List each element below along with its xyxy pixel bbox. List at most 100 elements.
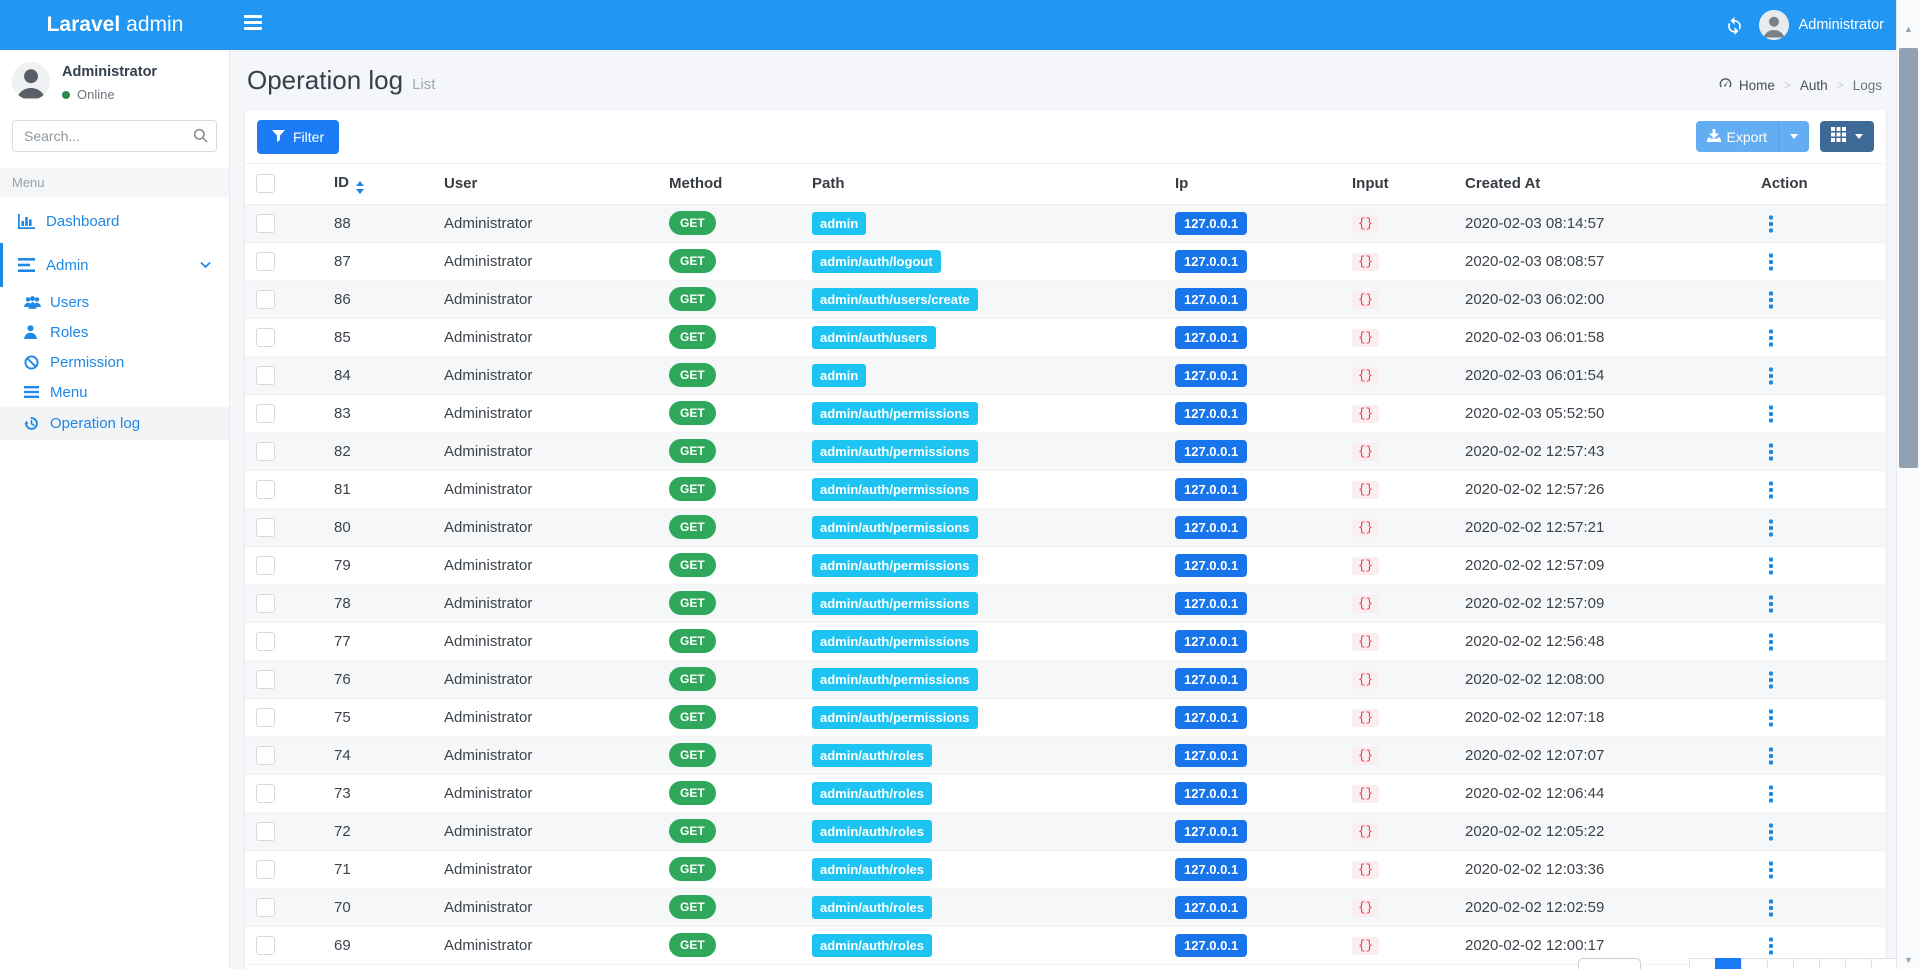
scrollbar-thumb[interactable] [1899,48,1918,468]
scrollbar-down-arrow[interactable]: ▼ [1904,955,1913,965]
pagination-page-active[interactable] [1715,958,1742,969]
row-actions-button[interactable] [1769,373,1773,378]
pagination-next[interactable] [1871,958,1898,969]
scrollbar-up-arrow[interactable]: ▲ [1904,24,1913,34]
cell-user: Administrator [436,318,661,357]
sidebar-item-permission[interactable]: Permission [0,347,229,377]
row-actions-button[interactable] [1769,487,1773,492]
page-scrollbar[interactable]: ▲ ▼ [1896,0,1920,969]
cell-user: Administrator [436,470,661,509]
row-actions-button[interactable] [1769,791,1773,796]
sidebar-item-users[interactable]: Users [0,287,229,317]
pagination-page[interactable] [1741,958,1768,969]
row-checkbox[interactable] [256,517,275,537]
breadcrumb-separator: > [1783,78,1791,92]
row-actions-button[interactable] [1769,335,1773,340]
row-checkbox[interactable] [256,403,275,423]
row-checkbox[interactable] [256,365,275,385]
column-header-action: Action [1727,164,1886,205]
row-actions-button[interactable] [1769,905,1773,910]
row-actions-button[interactable] [1769,829,1773,834]
row-actions-button[interactable] [1769,525,1773,530]
sidebar-item-menu[interactable]: Menu [0,377,229,407]
row-checkbox[interactable] [256,479,275,499]
sidebar-item-label: Operation log [50,415,141,432]
row-actions-button[interactable] [1769,677,1773,682]
export-dropdown-caret[interactable] [1778,121,1809,152]
table-row: 81 Administrator GET admin/auth/permissi… [245,470,1886,509]
sidebar-item-dashboard[interactable]: Dashboard [0,199,229,243]
row-checkbox[interactable] [256,859,275,879]
row-checkbox[interactable] [256,707,275,727]
input-value: {} [1352,480,1380,499]
row-actions-button[interactable] [1769,563,1773,568]
row-actions-button[interactable] [1769,867,1773,872]
row-checkbox[interactable] [256,897,275,917]
sidebar-item-operation-log[interactable]: Operation log [0,407,229,440]
brand-logo[interactable]: Laravel admin [0,0,230,50]
operation-log-card: Filter Export [245,110,1886,969]
row-actions-button[interactable] [1769,221,1773,226]
row-checkbox[interactable] [256,327,275,347]
cell-id: 86 [326,280,436,319]
dashboard-gauge-icon [1718,77,1733,93]
ip-badge: 127.0.0.1 [1175,819,1248,843]
per-page-select[interactable] [1578,958,1641,969]
row-actions-button[interactable] [1769,943,1773,948]
search-input[interactable] [12,120,217,152]
filter-button[interactable]: Filter [257,120,340,154]
row-checkbox[interactable] [256,289,275,309]
ip-badge: 127.0.0.1 [1175,325,1248,349]
column-header-user: User [436,164,661,205]
row-actions-button[interactable] [1769,715,1773,720]
sidebar-toggle-icon[interactable] [244,15,262,35]
row-actions-button[interactable] [1769,259,1773,264]
pagination-page[interactable] [1819,958,1846,969]
column-header-id[interactable]: ID [326,164,436,205]
pagination-page[interactable] [1845,958,1872,969]
row-checkbox[interactable] [256,669,275,689]
path-badge: admin/auth/permissions [812,705,978,729]
bars-icon [24,386,50,398]
pagination-page[interactable] [1767,958,1794,969]
row-checkbox[interactable] [256,935,275,955]
row-actions-button[interactable] [1769,297,1773,302]
refresh-icon[interactable] [1725,16,1744,35]
breadcrumb-home[interactable]: Home [1718,77,1775,93]
row-checkbox[interactable] [256,251,275,271]
cell-user: Administrator [436,432,661,471]
row-checkbox[interactable] [256,441,275,461]
row-actions-button[interactable] [1769,639,1773,644]
ip-badge: 127.0.0.1 [1175,515,1248,539]
pagination-prev[interactable] [1689,958,1716,969]
select-all-checkbox[interactable] [256,174,275,194]
row-actions-button[interactable] [1769,411,1773,416]
export-button[interactable]: Export [1695,121,1809,152]
row-checkbox[interactable] [256,213,275,233]
column-selector-button[interactable] [1820,121,1874,152]
pagination-page[interactable] [1793,958,1820,969]
page-subtitle: List [412,76,436,93]
search-icon[interactable] [193,128,208,148]
breadcrumb-auth[interactable]: Auth [1799,77,1828,93]
row-checkbox[interactable] [256,631,275,651]
sidebar: Administrator Online Menu Dashboard Admi… [0,50,230,969]
input-value: {} [1352,860,1380,879]
row-checkbox[interactable] [256,593,275,613]
cell-user: Administrator [436,812,661,851]
row-checkbox[interactable] [256,783,275,803]
row-actions-button[interactable] [1769,601,1773,606]
user-menu[interactable]: Administrator [1758,10,1884,40]
row-checkbox[interactable] [256,745,275,765]
sidebar-item-roles[interactable]: Roles [0,317,229,347]
sort-icon[interactable] [356,181,364,194]
row-checkbox[interactable] [256,555,275,575]
method-badge: GET [669,857,716,881]
sidebar-item-admin[interactable]: Admin [0,243,229,287]
ip-badge: 127.0.0.1 [1175,629,1248,653]
input-value: {} [1352,214,1380,233]
row-checkbox[interactable] [256,821,275,841]
table-row: 69 Administrator GET admin/auth/roles 12… [245,926,1886,965]
row-actions-button[interactable] [1769,449,1773,454]
row-actions-button[interactable] [1769,753,1773,758]
